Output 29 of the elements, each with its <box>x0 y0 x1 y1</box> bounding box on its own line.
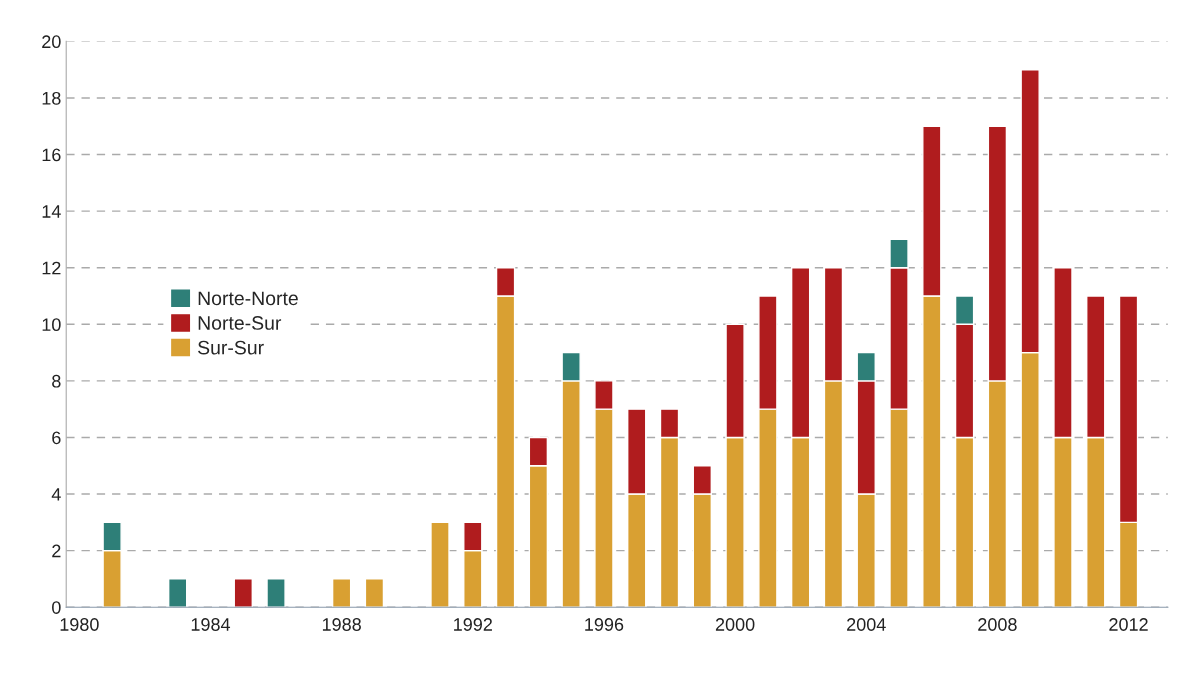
x-tick-label: 2012 <box>1109 618 1148 631</box>
x-tick-label: 1980 <box>60 618 99 631</box>
y-tick-label: 14 <box>42 205 61 218</box>
legend-label: Sur-Sur <box>198 340 264 355</box>
legend-label: Norte-Norte <box>198 291 298 306</box>
y-tick-label: 10 <box>42 318 61 332</box>
x-tick-label: 2004 <box>847 618 886 631</box>
y-tick-label: 4 <box>51 488 61 501</box>
y-tick-label: 8 <box>52 374 61 388</box>
x-tick-label: 1988 <box>322 618 361 631</box>
x-tick-label: 1992 <box>454 618 492 631</box>
bar <box>167 578 188 608</box>
y-tick-label: 0 <box>52 601 61 614</box>
bar <box>233 578 253 608</box>
x-tick-label: 2008 <box>978 618 1017 631</box>
y-tick-label: 18 <box>42 91 61 105</box>
bar <box>266 578 286 608</box>
bar <box>364 578 385 608</box>
y-tick-label: 12 <box>42 261 61 275</box>
y-tick-label: 20 <box>42 35 61 49</box>
bar <box>331 578 352 608</box>
x-tick-label: 2000 <box>715 618 755 631</box>
y-tick-label: 2 <box>52 544 61 558</box>
y-tick-label: 6 <box>52 431 61 445</box>
legend-label: Norte-Sur <box>198 316 282 330</box>
x-tick-label: 1996 <box>585 618 624 631</box>
y-tick-label: 16 <box>42 148 61 162</box>
x-tick-label: 1984 <box>191 618 231 631</box>
bar <box>430 521 450 608</box>
